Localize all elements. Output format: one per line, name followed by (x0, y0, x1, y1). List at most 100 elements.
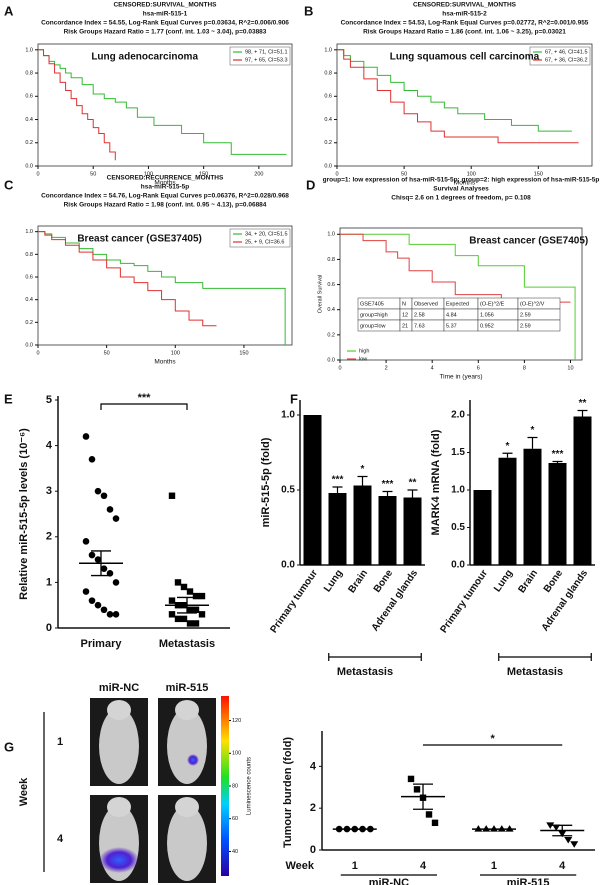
significance: * (506, 441, 510, 452)
luminescence-signal (99, 847, 139, 873)
data-point (564, 837, 573, 844)
bar (523, 448, 542, 565)
x-tick-label: Primary tumour (438, 568, 490, 635)
group-label: miR-NC (369, 877, 409, 885)
data-point (186, 588, 194, 595)
error-bar (413, 783, 434, 810)
x-tick-label: 150 (239, 350, 248, 356)
x-tick-label: 8 (523, 365, 526, 371)
data-point (100, 565, 108, 573)
x-tick-label: 2 (385, 365, 388, 371)
table-value: 5.37 (446, 323, 457, 329)
y-tick-label: 2.0 (451, 410, 465, 421)
panel-letter: D (306, 177, 315, 192)
annotation: Breast cancer (GSE37405) (77, 234, 202, 245)
data-point (82, 433, 90, 440)
x-tick-label: 150 (199, 171, 208, 177)
colorbar (221, 696, 229, 876)
panel-letter: A (4, 3, 14, 18)
group-label: miR-515 (507, 877, 550, 885)
data-point (94, 556, 102, 563)
bar (328, 493, 347, 565)
chart-title: Chisq= 2.6 on 1 degrees of freedom, p= 0… (391, 195, 531, 202)
legend-label: 34, + 20, CI=51.5 (245, 231, 288, 237)
y-tick-label: 0.6 (25, 94, 33, 100)
x-tick-label: Primary (81, 638, 123, 650)
x-tick-label: 6 (477, 365, 480, 371)
y-axis-label: Relative miR-515-5p levels (10⁻⁶) (18, 428, 30, 600)
x-tick-label: 0 (338, 365, 341, 371)
y-tick-label: 1.5 (451, 447, 465, 458)
table-value: 4.84 (446, 312, 457, 318)
x-tick-label: 10 (567, 365, 573, 371)
chart-title: group=1: low expression of hsa-miR-515-5… (323, 177, 600, 184)
x-tick-label: Metastasis (159, 638, 215, 650)
x-tick-label: Bone (372, 568, 396, 595)
table-value: 1.056 (480, 312, 494, 318)
significance: *** (382, 479, 394, 490)
y-tick-label: 1.0 (281, 410, 295, 421)
error-bar (577, 409, 588, 417)
error-bar (552, 460, 563, 463)
y-tick-label: 1.0 (324, 47, 332, 53)
y-tick-label: 0.0 (324, 163, 332, 169)
x-tick-label: 100 (144, 171, 153, 177)
group-bracket (498, 653, 592, 661)
plot-frame (339, 227, 583, 361)
colorbar-tick-label: 100 (232, 751, 241, 757)
data-point (88, 551, 96, 559)
significance: *** (552, 449, 564, 460)
data-point (552, 824, 561, 831)
error-bar (407, 489, 418, 498)
table-value: 12 (402, 312, 408, 318)
table-header: GSE7405 (360, 301, 384, 307)
group-label: Metastasis (337, 666, 393, 678)
bar (353, 485, 372, 565)
y-tick-label: 0.8 (25, 252, 33, 258)
chart-title: Risk Groups Hazard Ratio = 1.86 (conf. i… (363, 29, 566, 36)
survival-curve (38, 49, 116, 161)
colorbar-tick-label: 60 (232, 816, 238, 822)
x-tick-label: Lung (492, 568, 515, 594)
table-value: 2.58 (414, 312, 425, 318)
data-point (94, 487, 102, 495)
data-point (192, 606, 200, 613)
significance: ** (579, 398, 587, 409)
y-tick-label: 3 (46, 485, 52, 497)
y-tick-label: 0.2 (25, 320, 33, 326)
table-header: (O-E)^2/E (480, 301, 505, 307)
x-tick-label: 1 (352, 860, 358, 872)
data-point (425, 811, 433, 818)
y-tick-label: 1.0 (327, 232, 335, 238)
plot-frame (37, 43, 293, 167)
x-tick-label: Brain (346, 568, 370, 595)
data-point (407, 775, 415, 783)
chart-title: Risk Groups Hazard Ratio = 1.98 (conf. i… (64, 202, 267, 209)
chart-title: CENSORED:RECURRENCE_MONTHS (107, 175, 224, 182)
data-point (431, 819, 439, 827)
y-tick-label: 0.4 (25, 117, 33, 123)
survival-curve (340, 233, 576, 360)
x-tick-label: 4 (420, 860, 427, 872)
luminescence-signal (187, 754, 199, 766)
mouse-head (175, 797, 199, 817)
x-tick-label: 100 (467, 171, 476, 177)
panel-letter: F (290, 391, 298, 406)
data-point (100, 492, 108, 500)
y-tick-label: 0.6 (25, 274, 33, 280)
error-bar (177, 596, 197, 614)
table-value: 21 (402, 323, 408, 329)
x-tick-label: 50 (90, 171, 96, 177)
table-value: 0.952 (480, 323, 494, 329)
y-axis-label: Tumour burden (fold) (282, 737, 294, 848)
row-label: 1 (57, 736, 63, 748)
table-value: 7.63 (414, 323, 425, 329)
x-tick-label: Lung (322, 568, 345, 594)
data-point (88, 455, 96, 463)
x-axis-label: Months (454, 180, 476, 187)
x-tick-label: Adrenal glands (370, 568, 421, 634)
data-point (112, 579, 120, 586)
y-tick-label: 0.8 (327, 257, 335, 263)
column-label: miR-NC (99, 682, 139, 694)
error-bar (332, 486, 343, 493)
